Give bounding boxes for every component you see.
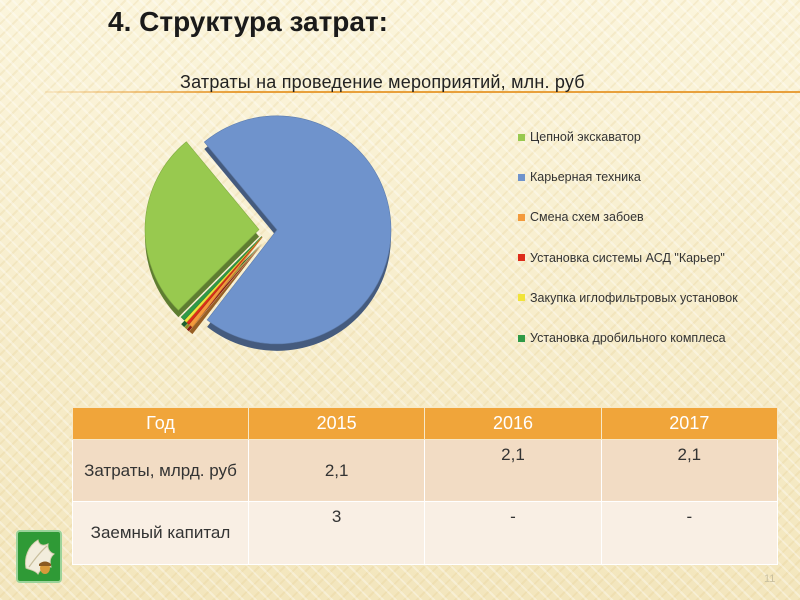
legend-swatch bbox=[518, 254, 525, 262]
legend-swatch bbox=[518, 133, 525, 141]
table-row: Затраты, млрд. руб 2,1 2,1 2,1 bbox=[72, 439, 779, 502]
legend-swatch bbox=[518, 334, 525, 342]
legend-item: Установка системы АСД "Карьер" bbox=[518, 238, 788, 278]
title-divider bbox=[45, 91, 800, 93]
table-cell: - bbox=[600, 501, 779, 565]
legend-label: Закупка иглофильтровых установок bbox=[530, 290, 738, 305]
table-cell: 2,1 bbox=[424, 439, 602, 502]
oak-leaf-acorn-icon bbox=[25, 539, 56, 575]
legend-label: Карьерная техника bbox=[530, 170, 641, 185]
slide-title: 4. Структура затрат: bbox=[108, 6, 388, 37]
legend-label: Смена схем забоев bbox=[530, 210, 644, 225]
legend-item: Закупка иглофильтровых установок bbox=[518, 278, 788, 318]
legend-swatch bbox=[518, 173, 525, 181]
legend-item: Карьерная техника bbox=[518, 157, 788, 197]
row-label: Затраты, млрд. руб bbox=[72, 439, 249, 502]
legend-label: Цепной экскаватор bbox=[530, 130, 641, 145]
chart-title: Затраты на проведение мероприятий, млн. … bbox=[180, 72, 585, 92]
legend-label: Установка дробильного комплеса bbox=[530, 331, 726, 346]
table-cell: - bbox=[424, 501, 602, 565]
pie-slice bbox=[203, 115, 392, 345]
legend-label: Установка системы АСД "Карьер" bbox=[530, 250, 725, 265]
table-header-cell: 2016 bbox=[424, 407, 602, 440]
page-number: 11 bbox=[764, 573, 776, 585]
legend-swatch bbox=[518, 294, 525, 302]
legend-swatch bbox=[518, 213, 525, 221]
pie-slice bbox=[180, 236, 262, 321]
row-label: Заемный капитал bbox=[72, 501, 249, 565]
chart-legend: Цепной экскаватор Карьерная техника Смена … bbox=[518, 117, 788, 358]
table-cell: 2,1 bbox=[247, 439, 426, 502]
pie-slice-side bbox=[189, 244, 263, 335]
table-row: Заемный капитал 3 - - bbox=[72, 501, 779, 565]
table-cell: 3 bbox=[247, 501, 426, 565]
costs-table: Год 2015 2016 2017 Затраты, млрд. руб 2,… bbox=[72, 407, 779, 565]
table-header-row: Год 2015 2016 2017 bbox=[72, 407, 779, 440]
legend-item: Установка дробильного комплеса bbox=[518, 318, 788, 358]
table-cell: 2,1 bbox=[600, 439, 779, 502]
logo bbox=[16, 530, 62, 583]
pie-slice bbox=[144, 141, 260, 311]
legend-item: Смена схем забоев bbox=[518, 197, 788, 237]
table-header-cell: 2015 bbox=[247, 407, 426, 440]
table-header-cell: Год bbox=[72, 407, 249, 440]
table-header-cell: 2017 bbox=[600, 407, 779, 440]
legend-item: Цепной экскаватор bbox=[518, 117, 788, 157]
